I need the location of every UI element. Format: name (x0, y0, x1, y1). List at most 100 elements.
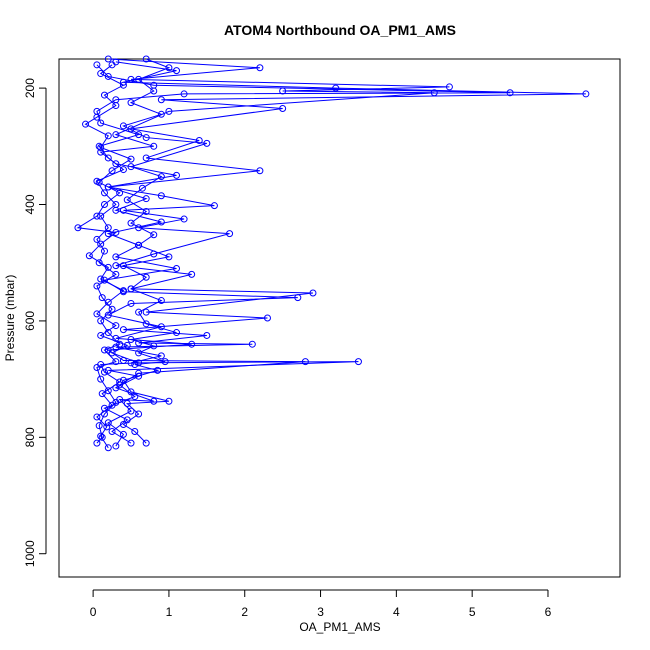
data-point (97, 275, 105, 283)
x-axis-label: OA_PM1_AMS (299, 620, 380, 634)
data-point (100, 247, 108, 255)
data-point (127, 99, 135, 107)
data-point (112, 262, 120, 270)
data-point (142, 273, 150, 281)
data-point (93, 310, 101, 318)
data-point (157, 110, 165, 118)
data-point (100, 201, 108, 209)
data-point (97, 119, 105, 127)
data-point (108, 61, 116, 69)
data-point (123, 196, 131, 204)
data-point (294, 294, 302, 302)
data-point (104, 298, 112, 306)
data-point (112, 358, 120, 366)
y-tick-label: 400 (23, 194, 37, 214)
data-point (203, 139, 211, 147)
x-tick-label: 1 (166, 605, 173, 619)
data-point (131, 393, 139, 401)
data-point (332, 84, 340, 92)
data-point (108, 167, 116, 175)
data-point (445, 83, 453, 91)
data-point (142, 308, 150, 316)
data-point (97, 375, 105, 383)
data-point (112, 131, 120, 139)
data-point (112, 253, 120, 261)
data-point (142, 134, 150, 142)
data-point (506, 89, 514, 97)
data-point (135, 241, 143, 249)
y-tick-label: 600 (23, 311, 37, 331)
data-point (279, 104, 287, 112)
data-point (157, 96, 165, 104)
data-point (103, 423, 111, 431)
data-point (165, 64, 173, 72)
data-point (279, 87, 287, 95)
data-point (309, 289, 317, 297)
data-point (180, 215, 188, 223)
data-point (127, 285, 135, 293)
data-point (98, 294, 106, 302)
data-point (157, 218, 165, 226)
data-point (226, 230, 234, 238)
data-point (157, 352, 165, 360)
data-point (165, 107, 173, 115)
data-point (112, 160, 120, 168)
data-point (256, 64, 264, 72)
data-point (188, 270, 196, 278)
data-point (263, 314, 271, 322)
data-point (104, 230, 112, 238)
data-point (123, 400, 131, 408)
data-point (123, 341, 131, 349)
data-point (135, 75, 143, 83)
data-point (104, 154, 112, 162)
data-point (150, 142, 158, 150)
y-tick-label: 1000 (23, 540, 37, 567)
data-point (138, 184, 146, 192)
data-point (135, 308, 143, 316)
series-profile-5 (119, 55, 211, 447)
data-point (108, 401, 116, 409)
data-point (100, 189, 108, 197)
data-point (119, 430, 127, 438)
data-point (95, 259, 103, 267)
series-line (96, 64, 511, 444)
data-point (248, 340, 256, 348)
data-point (85, 252, 93, 260)
data-point (180, 90, 188, 98)
data-point (74, 224, 82, 232)
data-point (108, 305, 116, 313)
data-point (119, 326, 127, 334)
data-point (112, 228, 120, 236)
data-point (173, 265, 181, 273)
data-point (108, 349, 116, 357)
y-axis: 200 400 600 800 1000 (23, 78, 47, 567)
data-point (119, 81, 127, 89)
data-point (157, 192, 165, 200)
data-point (173, 171, 181, 179)
data-point (104, 444, 112, 452)
data-point (150, 87, 158, 95)
data-point (112, 442, 120, 450)
data-point (135, 349, 143, 357)
data-point (131, 361, 139, 369)
data-point (104, 55, 112, 63)
x-tick-label: 4 (393, 605, 400, 619)
data-point (256, 167, 264, 175)
data-point (112, 206, 120, 214)
x-tick-label: 5 (469, 605, 476, 619)
data-point (142, 439, 150, 447)
data-point (203, 331, 211, 339)
data-point (95, 422, 103, 430)
data-point (188, 340, 196, 348)
data-point (97, 143, 105, 151)
series-line (107, 61, 586, 447)
data-point (93, 113, 101, 121)
x-tick-label: 2 (241, 605, 248, 619)
data-point (104, 419, 112, 427)
data-point (127, 439, 135, 447)
data-point (97, 317, 105, 325)
data-point (161, 358, 169, 366)
data-point (127, 163, 135, 171)
data-point (112, 343, 120, 351)
data-point (112, 102, 120, 110)
